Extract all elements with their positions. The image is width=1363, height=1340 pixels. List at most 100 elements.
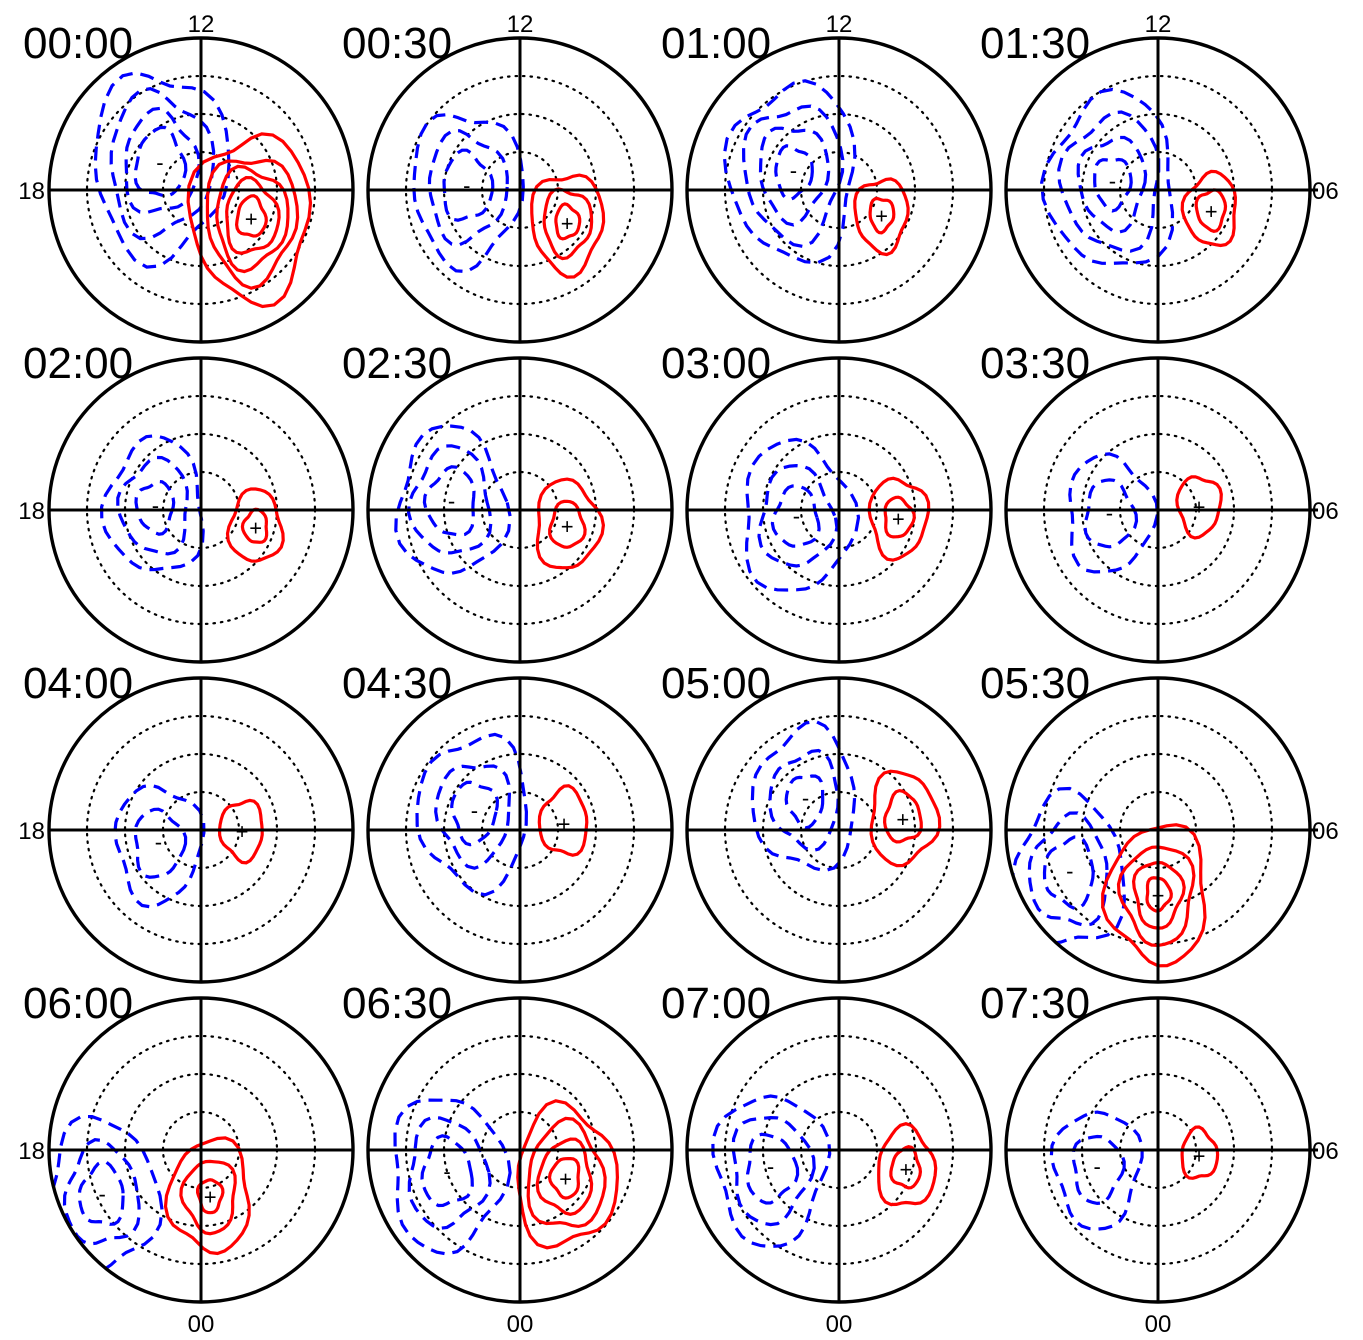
polar-panel: + - 05:00 <box>661 659 993 984</box>
positive-contour <box>1180 169 1238 248</box>
negative-contour <box>758 126 831 227</box>
positive-contour <box>535 477 606 570</box>
min-marker: - <box>1109 168 1116 193</box>
polar-panel: + - 03:30 06 <box>980 339 1339 664</box>
mlt-label-12: 12 <box>507 11 534 38</box>
negative-contour <box>1093 157 1133 213</box>
polar-panel: + - 04:30 <box>342 659 674 984</box>
panel-time-label: 07:00 <box>661 979 771 1028</box>
contour-group <box>393 1098 620 1256</box>
panel-time-label: 01:30 <box>980 19 1090 68</box>
polar-panel: + - 07:00 00 <box>661 979 993 1338</box>
polar-boundary <box>47 356 355 664</box>
positive-contour <box>883 495 916 539</box>
negative-contour <box>750 719 857 873</box>
mlt-label-00: 00 <box>188 1311 215 1338</box>
mlt-label-12: 12 <box>188 11 215 38</box>
polar-boundary <box>685 996 993 1304</box>
negative-contour <box>415 732 529 897</box>
panel-time-label: 04:30 <box>342 659 452 708</box>
negative-contour <box>1076 135 1148 234</box>
min-marker: - <box>448 488 455 513</box>
polar-boundary <box>1004 356 1312 664</box>
polar-boundary <box>685 356 993 664</box>
contour-group <box>1011 786 1207 968</box>
negative-contour <box>450 780 500 847</box>
mlt-label-06: 06 <box>1312 818 1339 845</box>
min-marker: - <box>802 786 809 811</box>
polar-boundary <box>1004 996 1312 1304</box>
negative-contour <box>711 1094 832 1249</box>
panel-time-label: 02:30 <box>342 339 452 388</box>
panel-time-label: 06:30 <box>342 979 452 1028</box>
polar-boundary <box>47 676 355 984</box>
positive-contour <box>882 788 923 844</box>
polar-panel: + - 02:30 <box>342 339 674 664</box>
positive-contour <box>163 1136 251 1256</box>
positive-contour <box>215 164 290 274</box>
polar-boundary <box>1004 36 1312 344</box>
positive-contour <box>868 196 896 235</box>
negative-contour <box>1042 835 1095 911</box>
polar-boundary <box>47 36 355 344</box>
mlt-label-18: 18 <box>18 1138 45 1165</box>
min-marker: - <box>1066 859 1073 884</box>
negative-contour <box>757 463 839 568</box>
negative-contour <box>113 783 206 909</box>
max-marker: + <box>1193 1144 1206 1169</box>
max-marker: + <box>892 507 905 532</box>
negative-contour <box>412 112 525 274</box>
positive-contour <box>867 476 931 562</box>
min-marker: - <box>1106 501 1113 526</box>
negative-contour <box>77 1160 125 1226</box>
positive-contour <box>1175 475 1223 540</box>
negative-contour <box>427 129 509 247</box>
max-marker: + <box>875 203 888 228</box>
panel-time-label: 00:00 <box>23 19 133 68</box>
panel-time-label: 01:00 <box>661 19 771 68</box>
polar-panel: + - 03:00 <box>661 339 993 664</box>
negative-contour <box>1040 87 1175 265</box>
negative-contour <box>1071 1134 1126 1206</box>
polar-panel: + - 07:30 06 00 <box>980 979 1339 1338</box>
polar-panel: + - 05:30 06 <box>980 659 1339 984</box>
polar-boundary <box>366 36 674 344</box>
negative-contour <box>109 87 216 241</box>
max-marker: + <box>1193 494 1206 519</box>
panel-time-label: 03:00 <box>661 339 771 388</box>
max-marker: + <box>1205 199 1218 224</box>
negative-contour <box>745 1132 800 1205</box>
polar-panel: + - 02:00 18 <box>18 339 355 664</box>
negative-contour <box>133 807 188 879</box>
contour-group <box>50 1114 251 1275</box>
negative-contour <box>768 748 840 853</box>
positive-contour <box>205 158 300 290</box>
contour-group <box>1040 87 1238 265</box>
positive-contour <box>853 177 910 257</box>
negative-contour <box>434 764 512 870</box>
positive-contour <box>548 499 587 549</box>
positive-contour <box>869 769 942 868</box>
negative-contour <box>50 1114 164 1275</box>
negative-contour <box>62 1138 141 1246</box>
negative-contour <box>770 484 821 548</box>
mlt-label-12: 12 <box>1145 11 1172 38</box>
max-marker: + <box>561 211 574 236</box>
max-marker: + <box>1152 883 1165 908</box>
polar-boundary <box>366 676 674 984</box>
panel-time-label: 00:30 <box>342 19 452 68</box>
positive-contour <box>1101 823 1207 968</box>
negative-contour <box>393 1098 512 1256</box>
negative-contour <box>406 444 493 555</box>
positive-contour <box>535 1137 594 1216</box>
positive-contour <box>526 1116 607 1229</box>
positive-contour <box>234 194 268 238</box>
negative-contour <box>99 434 205 572</box>
min-marker: - <box>463 173 470 198</box>
polar-panel: + - 01:00 12 <box>661 11 993 344</box>
positive-contour <box>516 1099 620 1250</box>
min-marker: - <box>443 1159 450 1184</box>
negative-contour <box>116 455 189 556</box>
polar-boundary <box>366 356 674 664</box>
